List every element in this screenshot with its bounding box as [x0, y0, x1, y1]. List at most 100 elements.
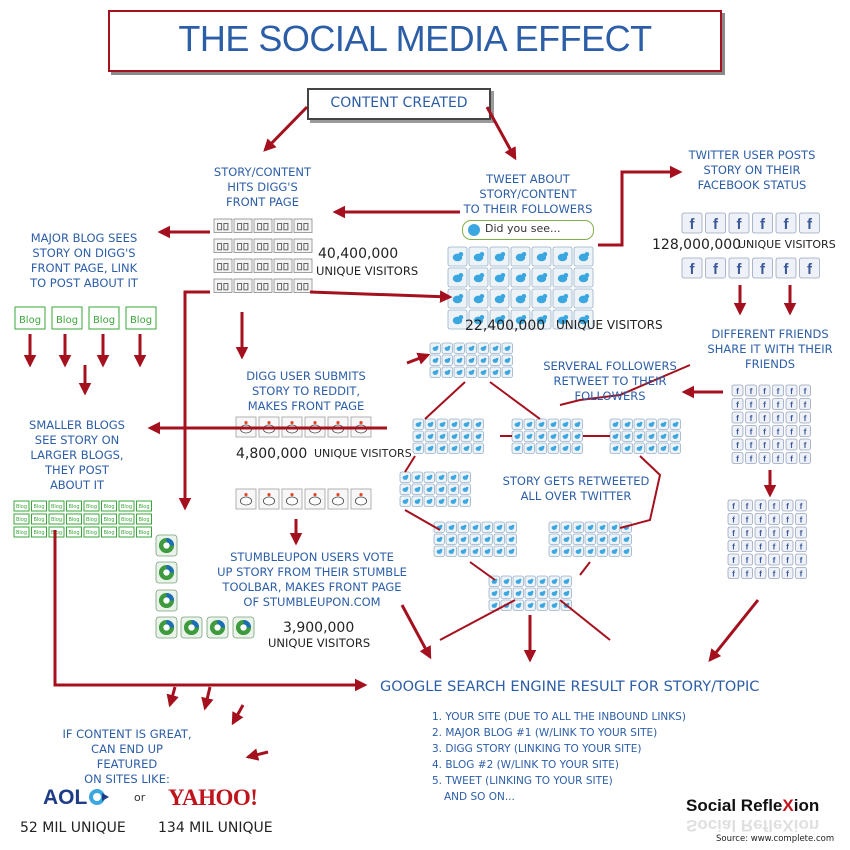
- twitter-icon: [572, 521, 584, 533]
- content-created-box: CONTENT CREATED: [307, 88, 491, 120]
- svg-text:f: f: [763, 387, 766, 396]
- svg-text:f: f: [750, 454, 753, 463]
- twitter-icon: [436, 430, 448, 442]
- twitter-icon: [560, 533, 572, 545]
- svg-text:f: f: [759, 569, 762, 578]
- svg-text:f: f: [763, 441, 766, 450]
- stumble-label: STUMBLEUPON USERS VOTE UP STORY FROM THE…: [217, 550, 407, 609]
- flow-arrow: [201, 686, 214, 711]
- svg-text:Blog: Blog: [68, 517, 79, 523]
- digg-unit: UNIQUE VISITORS: [316, 264, 419, 278]
- facebook-icon: f: [731, 452, 744, 464]
- svg-text:f: f: [786, 502, 789, 511]
- twitter-icon: [669, 418, 681, 430]
- facebook-icon: f: [727, 526, 740, 539]
- svg-text:f: f: [773, 569, 776, 578]
- twitter-icon: [523, 430, 535, 442]
- twitter-icon: [669, 430, 681, 442]
- twitter-icon: [571, 418, 583, 430]
- social-reflexion-logo: Social RefleXion: [686, 796, 820, 815]
- svg-text:f: f: [784, 216, 790, 233]
- connector-line: [439, 599, 516, 641]
- svg-text:Blog: Blog: [16, 504, 27, 510]
- twitter-icon: [488, 587, 500, 599]
- twitter-icon: [559, 430, 571, 442]
- svg-text:f: f: [732, 569, 735, 578]
- aol-logo: AOL: [43, 786, 88, 809]
- facebook-icon: f: [781, 513, 794, 525]
- twitter-icon: [608, 545, 620, 557]
- blog-icon: Blog: [48, 500, 65, 512]
- blog-icon: Blog: [31, 500, 47, 512]
- twitter-icon: [548, 545, 560, 557]
- twitter-icon: [412, 430, 424, 442]
- svg-text:Blog: Blog: [68, 530, 79, 536]
- svg-text:Blog: Blog: [103, 517, 114, 523]
- svg-text:f: f: [750, 441, 753, 450]
- blog-icon: Blog: [136, 526, 152, 538]
- svg-text:f: f: [807, 216, 813, 233]
- flow-arrow: [166, 686, 179, 708]
- twitter-icon: [511, 442, 523, 454]
- twitter-icon: [399, 495, 411, 507]
- svg-text:Blog: Blog: [16, 530, 27, 536]
- twitter-icon: [584, 521, 596, 533]
- svg-text:f: f: [800, 502, 803, 511]
- twitter-icon: [560, 575, 572, 587]
- svg-text:f: f: [804, 400, 807, 409]
- twitter-icon: [571, 430, 583, 442]
- flow-arrow: [708, 599, 760, 662]
- twitter-icon: [468, 309, 489, 330]
- flow-arrow: [231, 704, 245, 726]
- svg-text:f: f: [760, 216, 766, 233]
- twitter-icon: [447, 288, 468, 309]
- svg-text:f: f: [773, 529, 776, 538]
- svg-text:f: f: [736, 414, 739, 423]
- twitter-icon: [552, 267, 573, 288]
- svg-text:Blog: Blog: [138, 530, 149, 536]
- facebook-icon: f: [741, 567, 753, 579]
- svg-text:f: f: [790, 414, 793, 423]
- svg-text:f: f: [804, 414, 807, 423]
- twitter-icon: [535, 442, 547, 454]
- facebook-icon: f: [768, 540, 780, 552]
- twitter-icon: [584, 533, 596, 545]
- facebook-icon: f: [727, 499, 740, 512]
- facebook-icon: f: [728, 257, 750, 279]
- digg-icon: [233, 278, 253, 293]
- google-result: 1. YOUR SITE (DUE TO ALL THE INBOUND LIN…: [432, 711, 686, 723]
- blog-icon: Blog: [83, 526, 100, 538]
- twitter-icon: [441, 342, 453, 354]
- connector-line: [559, 599, 611, 641]
- svg-text:Blog: Blog: [130, 315, 152, 326]
- facebook-icon: f: [758, 384, 771, 397]
- blog-icon: Blog: [66, 526, 82, 538]
- google-result: AND SO ON...: [444, 791, 515, 803]
- twitter-icon: [536, 575, 548, 587]
- svg-text:f: f: [790, 427, 793, 436]
- twitter-icon: [573, 267, 594, 288]
- twitter-icon: [573, 246, 594, 267]
- facebook-icon: f: [772, 425, 784, 437]
- twitter-icon: [512, 575, 524, 587]
- svg-text:Blog: Blog: [56, 315, 78, 326]
- twitter-icon: [411, 483, 423, 495]
- blog-icon: Blog: [118, 513, 135, 525]
- facebook-icon: f: [758, 438, 771, 451]
- tweet-label: TWEET ABOUT STORY/CONTENT TO THEIR FOLLO…: [463, 172, 593, 216]
- twitter-icon: [489, 288, 510, 309]
- twitter-icon: [500, 587, 512, 599]
- twitter-icon: [447, 246, 468, 267]
- twitter-icon: [501, 366, 513, 378]
- digg-icon: [233, 238, 253, 253]
- flow-arrow: [178, 290, 210, 511]
- svg-text:f: f: [777, 441, 780, 450]
- facebook-icon: f: [741, 540, 753, 552]
- twitter-icon: [633, 418, 645, 430]
- twitter-icon: [531, 246, 552, 267]
- svg-text:f: f: [746, 529, 749, 538]
- digg-icon: [273, 218, 293, 233]
- google-result: 4. BLOG #2 (W/LINK TO YOUR SITE): [432, 759, 619, 771]
- twitter-icon: [468, 288, 489, 309]
- svg-text:f: f: [786, 556, 789, 565]
